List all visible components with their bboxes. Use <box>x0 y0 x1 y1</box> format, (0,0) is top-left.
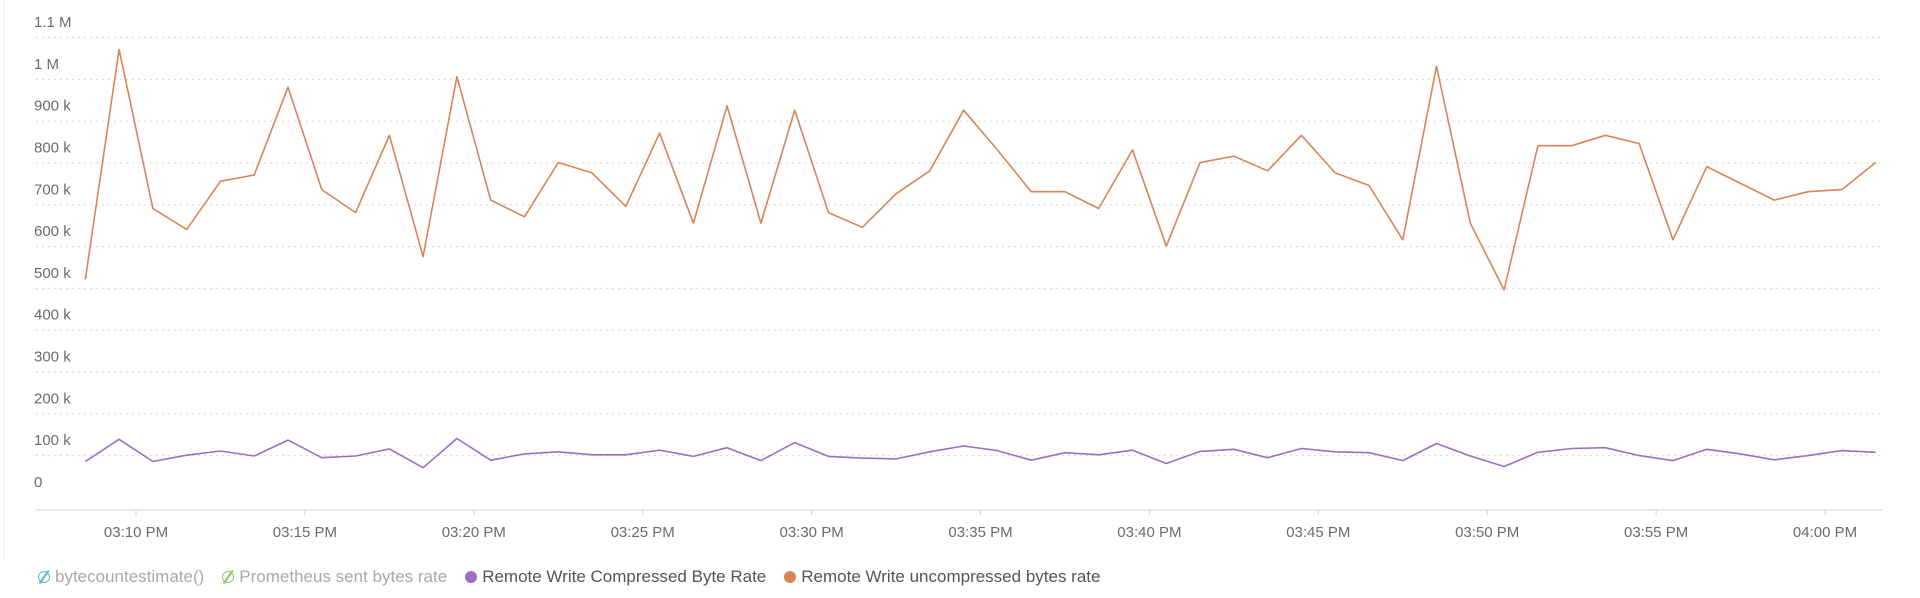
slashed-circle-icon <box>38 571 50 583</box>
x-tick-label: 03:30 PM <box>779 524 843 541</box>
legend-label: Remote Write uncompressed bytes rate <box>801 567 1101 586</box>
x-tick-label: 03:20 PM <box>442 524 506 541</box>
x-tick-label: 03:25 PM <box>611 524 675 541</box>
chart-legend: bytecountestimate() Prometheus sent byte… <box>38 565 1100 589</box>
series-line-remote-write-compressed-byte-rate <box>84 437 1876 469</box>
legend-label: Prometheus sent bytes rate <box>239 567 448 586</box>
y-tick-label: 800 k <box>34 139 71 156</box>
x-tick-label: 03:35 PM <box>948 524 1012 541</box>
y-tick-label: 400 k <box>34 307 71 324</box>
x-tick-label: 04:00 PM <box>1793 524 1857 541</box>
y-tick-label: 500 k <box>34 265 71 282</box>
y-tick-label: 0 <box>34 474 42 491</box>
legend-item-remote-write-uncompressed-bytes-rate[interactable]: Remote Write uncompressed bytes rate <box>784 567 1100 587</box>
legend-item-remote-write-compressed-byte-rate[interactable]: Remote Write Compressed Byte Rate <box>465 567 766 587</box>
dot-icon <box>784 571 797 583</box>
y-tick-label: 200 k <box>34 390 71 407</box>
x-tick-label: 03:15 PM <box>273 524 337 541</box>
line-chart: 0 100 k 200 k 300 k 400 k 500 k 600 k 700 k 800 … <box>3 0 1882 560</box>
legend-label: Remote Write Compressed Byte Rate <box>482 567 767 586</box>
x-tick-label: 03:10 PM <box>104 524 168 541</box>
slashed-circle-icon <box>222 571 235 583</box>
x-tick-label: 03:40 PM <box>1117 524 1181 541</box>
x-tick-label: 03:50 PM <box>1455 524 1519 541</box>
y-tick-label: 900 k <box>34 98 71 115</box>
y-tick-label: 600 k <box>34 223 71 240</box>
series-line-remote-write-uncompressed-bytes-rate <box>84 48 1877 291</box>
y-tick-label: 700 k <box>34 181 71 198</box>
y-tick-label: 100 k <box>34 432 71 449</box>
series-lines <box>84 48 1877 469</box>
y-axis-tick-labels: 0 100 k 200 k 300 k 400 k 500 k 600 k 700 k 800 … <box>34 14 72 491</box>
dot-icon <box>465 571 478 583</box>
grid-lines <box>36 37 1882 457</box>
legend-label: bytecountestimate() <box>55 567 205 586</box>
x-tick-label: 03:45 PM <box>1286 524 1350 541</box>
y-tick-label: 300 k <box>34 349 71 366</box>
y-tick-label: 1.1 M <box>34 14 72 31</box>
x-axis-tick-labels: 03:10 PM 03:15 PM 03:20 PM 03:25 PM 03:30 PM… <box>104 510 1857 541</box>
y-tick-label: 1 M <box>34 56 59 73</box>
x-tick-label: 03:55 PM <box>1624 524 1688 541</box>
legend-item-bytecountestimate[interactable]: bytecountestimate() <box>38 567 204 587</box>
legend-item-prometheus-sent-bytes-rate[interactable]: Prometheus sent bytes rate <box>222 567 447 587</box>
